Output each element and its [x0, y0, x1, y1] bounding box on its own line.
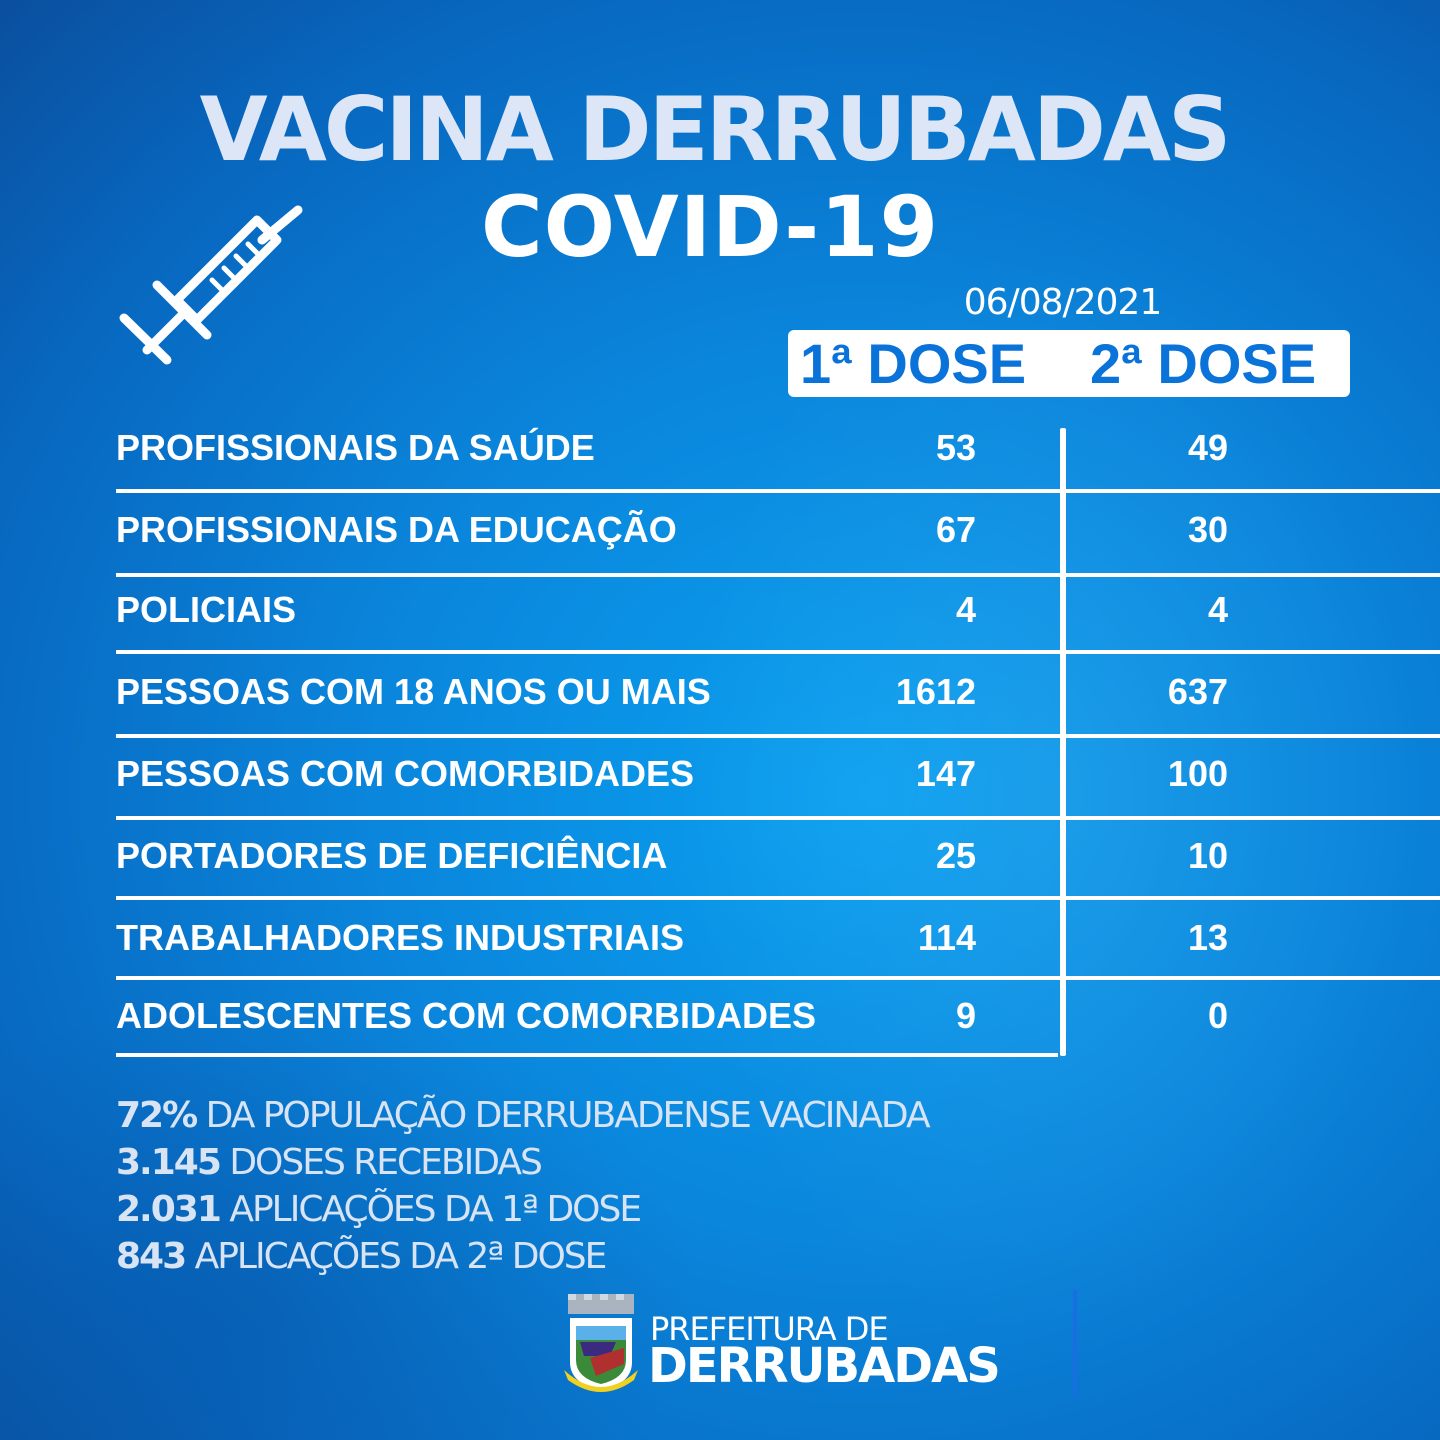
dose1-value: 25	[935, 835, 976, 876]
table-row: PESSOAS COM 18 ANOS OU MAIS 1612 637	[116, 652, 1440, 732]
table-row: PROFISSIONAIS DA EDUCAÇÃO 67 30	[116, 490, 1440, 570]
dose2-value: 10	[1187, 835, 1228, 876]
dose1-value: 4	[955, 589, 976, 630]
row-label: PROFISSIONAIS DA SAÚDE	[116, 427, 595, 468]
stat-value: 72%	[116, 1095, 198, 1136]
row-divider	[116, 489, 1440, 493]
stat-text: DA POPULAÇÃO DERRUBADENSE VACINADA	[196, 1095, 931, 1136]
report-date: 06/08/2021	[963, 282, 1163, 323]
dose2-value: 4	[1207, 589, 1228, 630]
dose1-value: 114	[917, 917, 976, 958]
dose1-header: 1ª DOSE	[800, 332, 1027, 395]
row-divider	[116, 976, 1440, 980]
row-label: TRABALHADORES INDUSTRIAIS	[116, 917, 685, 958]
summary-stats: 72% DA POPULAÇÃO DERRUBADENSE VACINADA 3…	[116, 1092, 931, 1280]
stat-value: 3.145	[116, 1142, 222, 1183]
row-label: PORTADORES DE DEFICIÊNCIA	[116, 835, 668, 876]
row-divider	[116, 734, 1440, 738]
dose2-value: 13	[1187, 917, 1228, 958]
row-divider	[116, 816, 1440, 820]
syringe-icon	[119, 205, 303, 365]
table-row: PESSOAS COM COMORBIDADES 147 100	[116, 734, 1440, 814]
table-row: PORTADORES DE DEFICIÊNCIA 25 10	[116, 816, 1440, 896]
stat-line: 3.145 DOSES RECEBIDAS	[116, 1139, 929, 1186]
row-label: PESSOAS COM 18 ANOS OU MAIS	[116, 671, 711, 712]
table-row: ADOLESCENTES COM COMORBIDADES 9 0	[116, 976, 1440, 1056]
page-title: VACINA DERRUBADAS	[199, 78, 1232, 181]
footer-divider	[1073, 1290, 1077, 1398]
dose2-value: 30	[1187, 509, 1228, 550]
table-row: POLICIAIS 4 4	[116, 570, 1440, 650]
row-divider	[116, 650, 1440, 654]
dose2-header: 2ª DOSE	[1090, 332, 1317, 395]
row-label: ADOLESCENTES COM COMORBIDADES	[116, 995, 817, 1036]
row-label: POLICIAIS	[116, 589, 297, 630]
dose1-value: 67	[935, 509, 976, 550]
dose-header: 1ª DOSE 2ª DOSE	[788, 330, 1350, 397]
stat-text: DOSES RECEBIDAS	[219, 1142, 542, 1183]
dose1-value: 147	[915, 753, 976, 794]
dose1-value: 53	[935, 427, 976, 468]
row-label: PESSOAS COM COMORBIDADES	[116, 753, 695, 794]
row-divider	[116, 896, 1440, 900]
row-divider	[116, 1053, 1058, 1057]
footer-line2: DERRUBADAS	[648, 1338, 1001, 1394]
coat-of-arms-logo	[564, 1294, 638, 1392]
footer-line1: PREFEITURA DE	[650, 1310, 889, 1348]
stat-value: 843	[116, 1236, 187, 1277]
table-row: TRABALHADORES INDUSTRIAIS 114 13	[116, 898, 1440, 978]
stat-value: 2.031	[116, 1189, 222, 1230]
dose1-value: 1612	[895, 671, 976, 712]
dose2-value: 100	[1167, 753, 1228, 794]
stat-line: 843 APLICAÇÕES DA 2ª DOSE	[116, 1233, 929, 1280]
dose2-value: 0	[1207, 995, 1228, 1036]
dose1-value: 9	[955, 995, 976, 1036]
stat-line: 72% DA POPULAÇÃO DERRUBADENSE VACINADA	[116, 1092, 931, 1139]
dose2-value: 49	[1187, 427, 1228, 468]
page-subtitle: COVID-19	[480, 178, 940, 276]
row-label: PROFISSIONAIS DA EDUCAÇÃO	[116, 509, 677, 550]
dose2-value: 637	[1167, 671, 1228, 712]
stat-text: APLICAÇÕES DA 2ª DOSE	[185, 1236, 608, 1277]
row-divider	[116, 573, 1440, 577]
stat-line: 2.031 APLICAÇÕES DA 1ª DOSE	[116, 1186, 929, 1233]
table-row: PROFISSIONAIS DA SAÚDE 53 49	[116, 408, 1440, 488]
stat-text: APLICAÇÕES DA 1ª DOSE	[219, 1189, 642, 1230]
column-divider	[1060, 428, 1066, 1056]
